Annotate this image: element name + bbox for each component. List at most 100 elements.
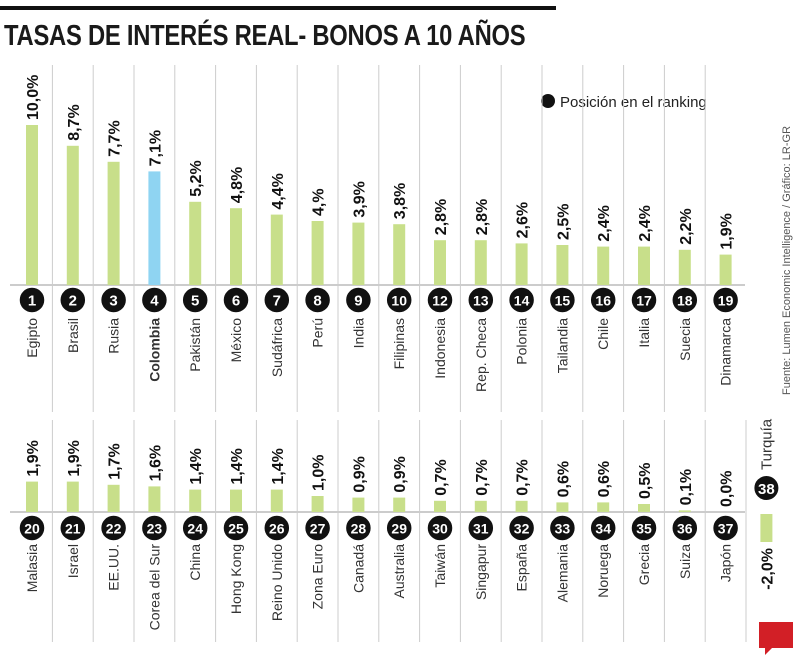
rank-number: 14 — [514, 293, 530, 309]
rank-number: 18 — [677, 293, 693, 309]
lr-logo — [759, 622, 793, 655]
rank-number: 9 — [354, 293, 362, 310]
rank-circle — [467, 514, 495, 542]
country-label: Singapur — [473, 544, 489, 600]
rank-number: 32 — [514, 521, 530, 537]
bar-Grecia — [638, 504, 650, 512]
rank-number: 37 — [718, 521, 734, 537]
value-label: 0,9% — [351, 456, 368, 492]
country-label: Tailandia — [554, 318, 570, 373]
bar-Brasil — [66, 145, 79, 285]
rank-circle — [671, 514, 699, 542]
rank-circle — [385, 514, 413, 542]
rank-circle — [426, 286, 454, 314]
rank-number: 35 — [636, 521, 652, 537]
rank-circle — [385, 286, 413, 314]
country-label: Israel — [65, 544, 81, 578]
rank-circle — [630, 514, 658, 542]
rank-circle — [99, 286, 128, 314]
value-label: 0,9% — [392, 456, 409, 492]
bar-Polonia — [515, 243, 528, 285]
country-label: Zona Euro — [310, 544, 326, 610]
country-label: Suecia — [677, 318, 693, 361]
legend-marker — [541, 94, 555, 108]
rank-circle — [344, 514, 373, 542]
rank-number: 2 — [69, 293, 77, 310]
rank-circle — [303, 514, 332, 542]
rank-number: 17 — [636, 293, 652, 309]
country-label: Dinamarca — [718, 318, 734, 386]
rank-circle — [507, 286, 536, 314]
rank-number: 24 — [187, 521, 203, 537]
bar-España — [515, 500, 528, 512]
country-label: Reino Unido — [269, 544, 285, 621]
country-label: Perú — [310, 318, 326, 348]
rank-circle — [222, 286, 250, 314]
bar-Taiwán — [434, 500, 446, 512]
rank-number: 33 — [555, 521, 571, 537]
rank-circle — [59, 286, 87, 314]
country-label: México — [228, 318, 244, 363]
country-label: Pakistán — [187, 318, 203, 372]
bar-Zona Euro — [311, 496, 324, 512]
value-label: 10,0% — [25, 75, 42, 120]
country-label: Egipto — [24, 318, 40, 358]
bar-Indonesia — [434, 240, 446, 285]
rank-number: 13 — [473, 293, 489, 309]
bar-Italia — [638, 246, 650, 285]
value-label: 3,8% — [392, 183, 409, 219]
value-label: 1,4% — [270, 448, 287, 484]
legend-label: Posición en el ranking — [560, 94, 707, 111]
rank-circle — [344, 286, 373, 314]
rank-circle — [752, 474, 781, 502]
rank-circle — [630, 286, 658, 314]
country-label: Rusia — [106, 318, 122, 354]
rank-number: 30 — [432, 521, 448, 537]
value-label: 2,4% — [637, 205, 654, 241]
rank-circle — [426, 514, 454, 542]
rank-number: 25 — [228, 521, 244, 537]
value-label: 2,2% — [678, 208, 695, 244]
value-label: 2,5% — [555, 204, 572, 240]
rank-circle — [467, 286, 495, 314]
country-label: Colombia — [146, 318, 162, 382]
rank-circle — [140, 286, 169, 314]
country-label: Malasia — [24, 544, 40, 592]
bar-Alemania — [556, 502, 569, 512]
rank-number: 27 — [310, 521, 326, 537]
value-label: 3,9% — [351, 181, 368, 217]
value-label: 4,4% — [270, 173, 287, 209]
country-label: Sudáfrica — [269, 318, 285, 377]
rank-number: 3 — [109, 293, 117, 310]
value-label: 1,7% — [107, 443, 124, 479]
value-label: 0,1% — [678, 469, 695, 505]
bar-Canadá — [352, 497, 365, 512]
rank-circle — [589, 286, 617, 314]
rank-number: 5 — [191, 293, 199, 310]
rank-number: 36 — [677, 521, 693, 537]
rank-circle — [263, 514, 291, 542]
bar-Singapur — [474, 500, 487, 512]
country-label: Brasil — [65, 318, 81, 353]
top-rule — [0, 6, 556, 10]
country-label: Australia — [391, 544, 407, 599]
bar-Suiza — [678, 510, 691, 512]
value-label: 0,0% — [719, 471, 736, 507]
rank-number: 15 — [555, 293, 571, 309]
rank-number: 21 — [65, 521, 81, 537]
country-label: Turquía — [758, 418, 775, 470]
rank-circle — [303, 286, 332, 314]
bar-India — [352, 222, 365, 285]
rank-circle — [548, 286, 577, 314]
rank-number: 1 — [28, 293, 36, 310]
value-label: 1,4% — [229, 448, 246, 484]
rank-number: 19 — [718, 293, 734, 309]
bar-Sudáfrica — [270, 214, 283, 285]
rank-number: 26 — [269, 521, 285, 537]
value-label: 0,5% — [637, 463, 654, 499]
rank-circle — [181, 286, 209, 314]
value-label: 7,1% — [147, 130, 164, 166]
bar-EE.UU. — [107, 484, 120, 512]
